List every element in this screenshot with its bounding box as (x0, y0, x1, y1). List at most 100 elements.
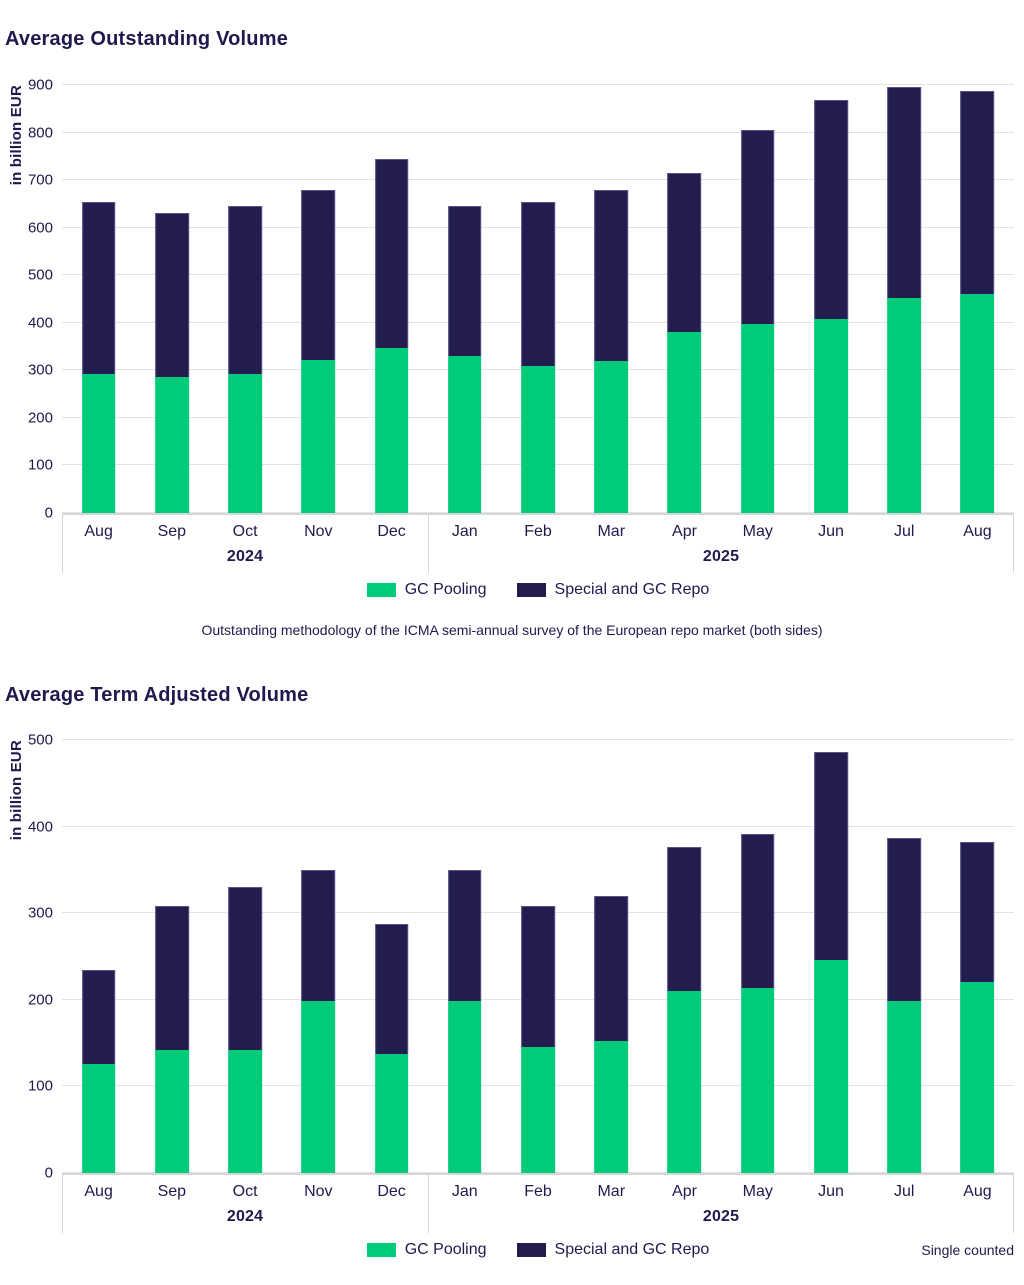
y-tick-label: 200 (27, 409, 53, 427)
bar-mar-7 (594, 189, 629, 513)
month-label-aug-12: Aug (963, 523, 992, 540)
segment-gc-pooling-feb (521, 365, 555, 513)
bar-slot-aug-12 (941, 85, 1014, 513)
bar-aug-0 (81, 201, 116, 513)
bar-slot-sep-1 (135, 740, 208, 1173)
segment-special-and-gc-repo-aug (960, 91, 995, 295)
plot-area: 0 100 200 300 400 500 (28, 733, 1014, 1181)
segment-gc-pooling-jan (447, 1000, 482, 1173)
segment-special-and-gc-repo-jun (814, 100, 848, 319)
month-label-jun-10: Jun (818, 523, 844, 540)
bar-dec-4 (374, 158, 409, 513)
bar-jan-5 (447, 869, 482, 1173)
year-group-separator (1013, 1175, 1014, 1233)
bar-aug-12 (960, 91, 995, 513)
month-label-mar-7: Mar (597, 523, 626, 540)
legend-label-gc-pooling: GC Pooling (404, 1241, 487, 1258)
year-label-2024: 2024 (226, 548, 264, 565)
month-label-mar-7: Mar (597, 1183, 626, 1200)
gridline (62, 739, 1014, 740)
segment-gc-pooling-dec (374, 347, 409, 513)
segment-gc-pooling-aug (960, 982, 995, 1173)
y-tick-label: 600 (27, 219, 53, 237)
month-label-apr-8: Apr (672, 1183, 697, 1200)
y-axis-label: in billion EUR (8, 740, 25, 841)
bar-jul-11 (887, 87, 922, 513)
month-label-jan-5: Jan (451, 1183, 478, 1200)
special-gc-repo-swatch-icon (516, 583, 546, 597)
segment-special-and-gc-repo-dec (374, 923, 409, 1055)
legend-item-special-gc-repo: Special and GC Repo (516, 1241, 709, 1259)
segment-gc-pooling-oct (228, 373, 262, 513)
segment-gc-pooling-jul (887, 298, 922, 513)
bar-slot-mar-7 (575, 740, 648, 1173)
segment-special-and-gc-repo-jan (447, 206, 482, 357)
year-group-separator (1013, 515, 1014, 573)
segment-special-and-gc-repo-mar (594, 895, 629, 1042)
month-label-may-9: May (742, 523, 773, 540)
bar-may-9 (740, 833, 775, 1173)
segment-gc-pooling-mar (594, 361, 629, 513)
chart-average-term-adjusted-volume: Average Term Adjusted Volume in billion … (0, 684, 1024, 1260)
year-group-separator (428, 515, 430, 573)
segment-special-and-gc-repo-aug (81, 201, 116, 374)
month-label-aug-12: Aug (963, 1183, 992, 1200)
chart-caption: Outstanding methodology of the ICMA semi… (201, 622, 823, 638)
y-axis-label: in billion EUR (8, 85, 25, 186)
bar-slot-apr-8 (648, 740, 721, 1173)
bar-nov-3 (301, 869, 336, 1173)
bar-slot-sep-1 (135, 85, 208, 513)
segment-gc-pooling-jul (887, 1000, 922, 1173)
bar-slot-jun-10 (794, 740, 867, 1173)
bar-slot-aug-0 (62, 85, 135, 513)
bar-slot-oct-2 (208, 85, 281, 513)
bar-oct-2 (228, 887, 262, 1173)
segment-gc-pooling-sep (155, 377, 189, 513)
month-label-nov-3: Nov (304, 523, 333, 540)
chart-title: Average Outstanding Volume (5, 28, 289, 50)
bar-slot-feb-6 (501, 740, 574, 1173)
bar-slot-may-9 (721, 85, 794, 513)
year-label-2025: 2025 (702, 548, 740, 565)
segment-gc-pooling-sep (155, 1050, 189, 1173)
segment-special-and-gc-repo-jul (887, 837, 922, 1001)
x-axis-strip: Aug Sep Oct Nov Dec Jan Feb Mar Apr May Jun Jul Aug 2… (62, 1173, 1014, 1235)
month-labels: Aug Sep Oct Nov Dec Jan Feb Mar Apr May Jun Jul Aug (62, 1183, 1014, 1201)
month-label-oct-2: Oct (232, 1183, 258, 1200)
gridline (62, 84, 1014, 85)
segment-gc-pooling-aug (81, 1063, 116, 1173)
bar-slot-aug-0 (62, 740, 135, 1173)
bar-aug-0 (81, 969, 116, 1173)
segment-special-and-gc-repo-oct (228, 206, 262, 374)
segment-gc-pooling-apr (667, 332, 702, 513)
bar-aug-12 (960, 842, 995, 1173)
bar-slot-jan-5 (428, 740, 501, 1173)
bar-dec-4 (374, 923, 409, 1173)
month-label-feb-6: Feb (524, 1183, 552, 1200)
year-group-separator (428, 1175, 430, 1233)
segment-gc-pooling-jan (447, 356, 482, 513)
segment-special-and-gc-repo-apr (667, 172, 702, 333)
plot-area: 0 100 200 300 400 500 600 700 800 900 (28, 78, 1014, 521)
bar-slot-jul-11 (868, 85, 941, 513)
month-labels: Aug Sep Oct Nov Dec Jan Feb Mar Apr May Jun Jul Aug (62, 523, 1014, 541)
year-label-2025: 2025 (702, 1208, 740, 1225)
bar-slot-may-9 (721, 740, 794, 1173)
month-label-jan-5: Jan (451, 523, 478, 540)
segment-gc-pooling-feb (521, 1046, 555, 1173)
y-tick-label: 900 (27, 76, 53, 94)
segment-gc-pooling-jun (814, 318, 848, 513)
segment-gc-pooling-mar (594, 1041, 629, 1173)
y-tick-label: 0 (44, 504, 53, 522)
legend: GC Pooling Special and GC Repo Single co… (62, 1240, 1014, 1260)
segment-gc-pooling-jun (814, 959, 848, 1173)
segment-gc-pooling-dec (374, 1054, 409, 1173)
y-tick-label: 300 (27, 361, 53, 379)
bar-slot-nov-3 (282, 85, 355, 513)
month-label-aug-0: Aug (84, 1183, 113, 1200)
y-tick-label: 100 (27, 456, 53, 474)
segment-gc-pooling-aug (81, 373, 116, 513)
gc-pooling-swatch-icon (366, 583, 396, 597)
segment-special-and-gc-repo-sep (155, 213, 189, 377)
segment-special-and-gc-repo-nov (301, 869, 336, 1001)
